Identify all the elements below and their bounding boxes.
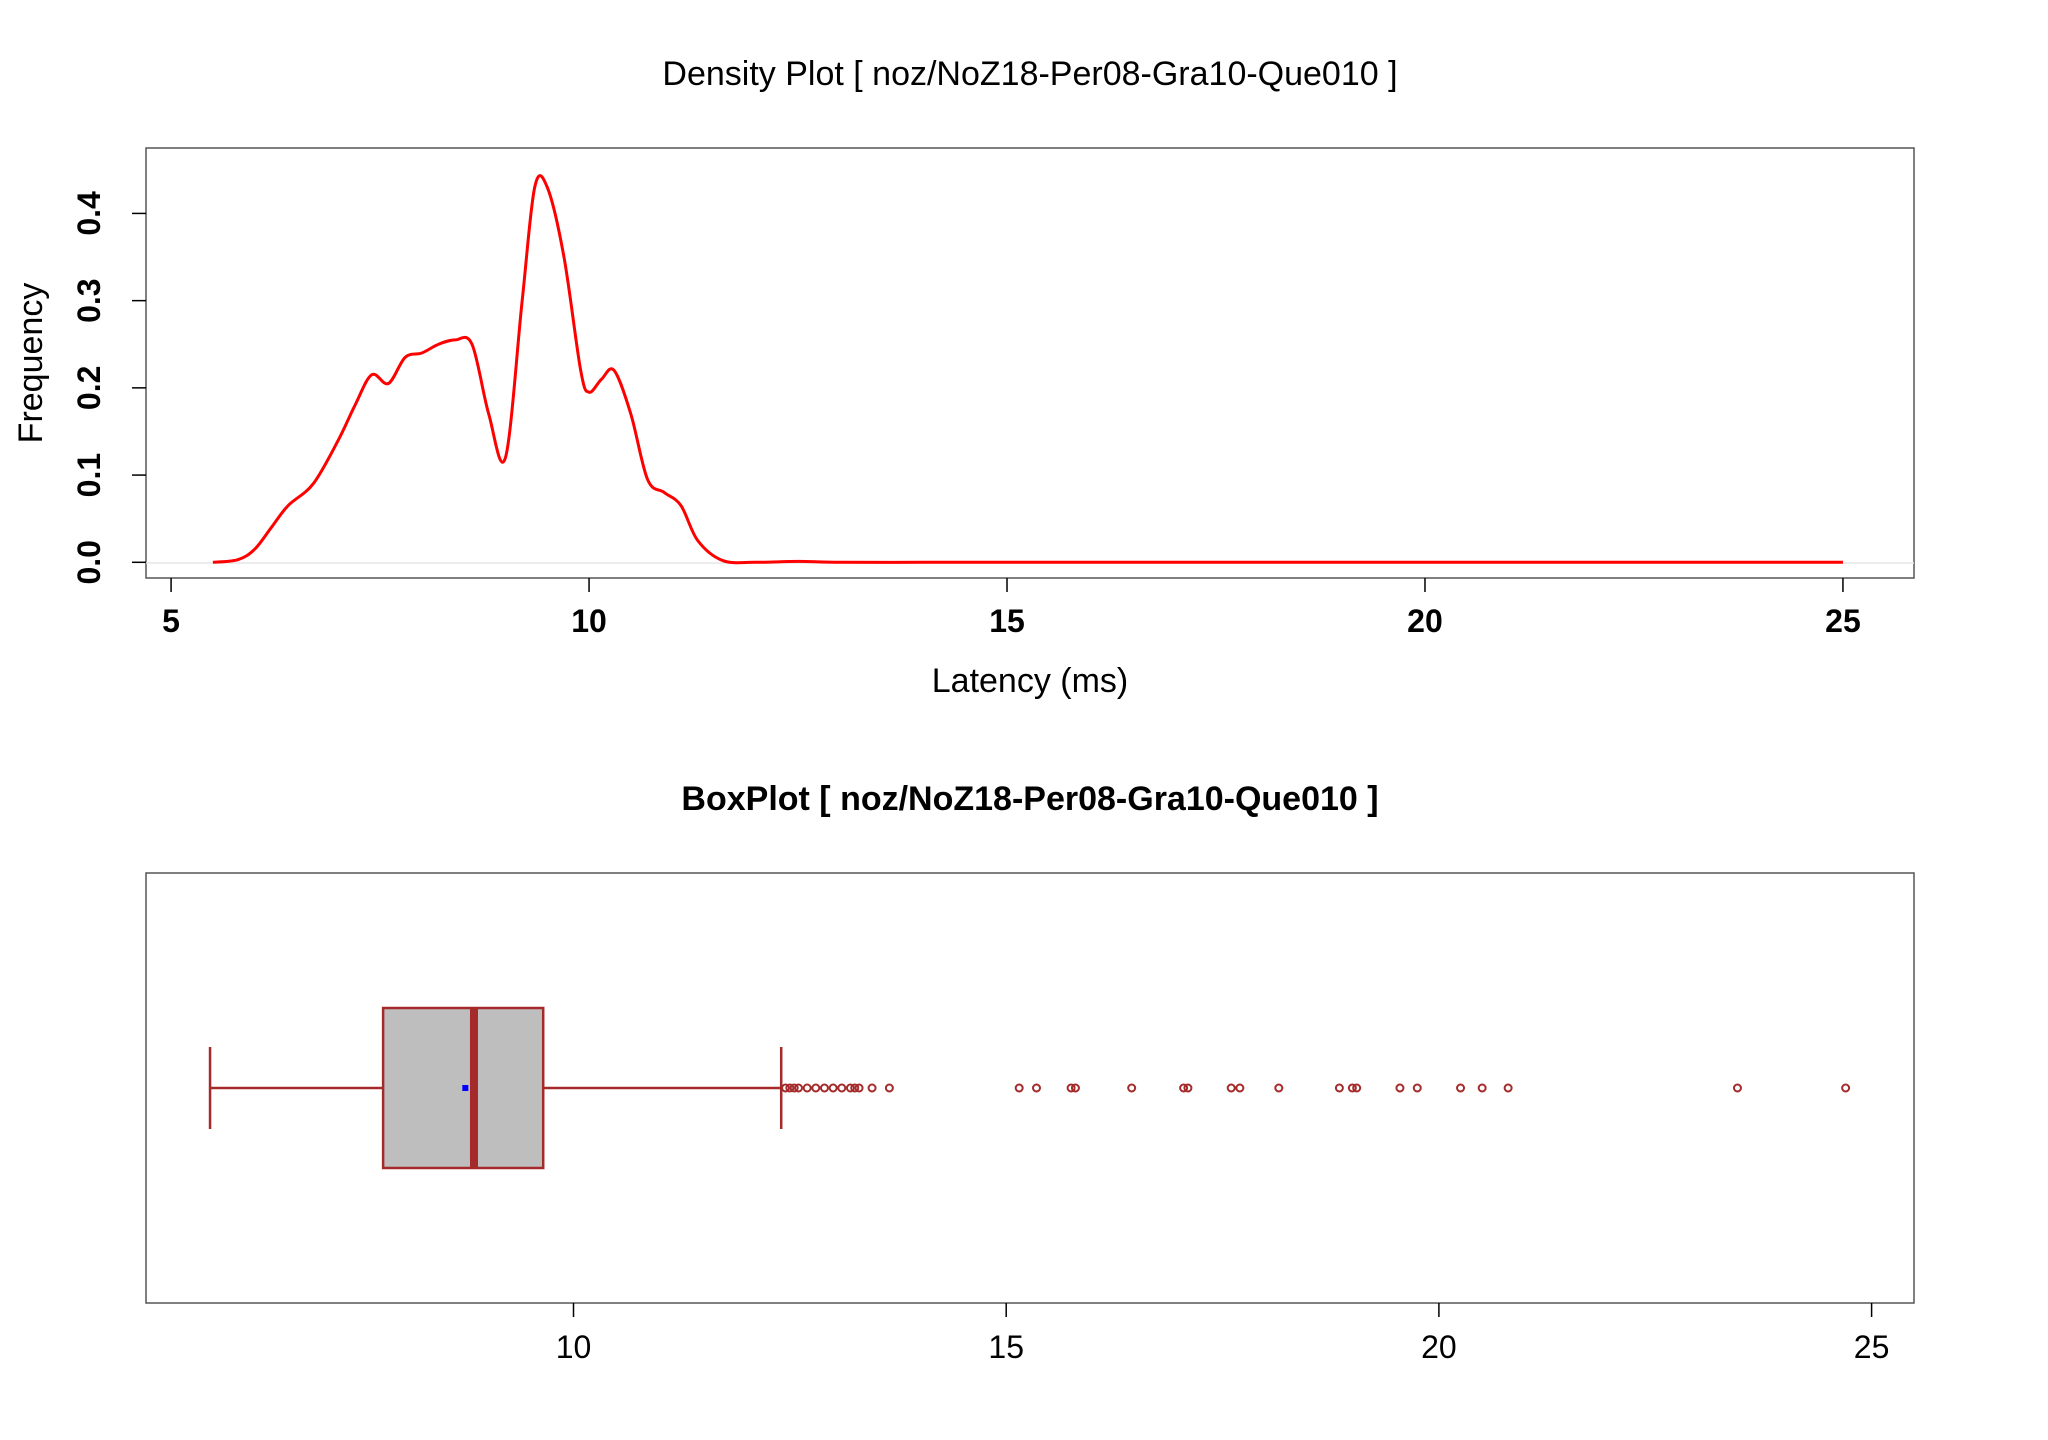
density-y-tick-label: 0.0 [71, 540, 107, 584]
boxplot-title: BoxPlot [ noz/NoZ18-Per08-Gra10-Que010 ] [681, 780, 1378, 818]
boxplot-outlier-point [837, 1083, 847, 1093]
density-x-tick-label: 5 [162, 603, 180, 639]
boxplot-outlier-point [811, 1083, 821, 1093]
density-y-axis-label: Frequency [12, 283, 50, 444]
density-x-tick-label: 25 [1825, 603, 1861, 639]
boxplot-outlier-point [785, 1083, 795, 1093]
boxplot-outlier-point [1183, 1083, 1193, 1093]
density-series-line [212, 174, 1843, 565]
density-x-tick-label: 10 [571, 603, 607, 639]
boxplot-x-axis: 10 15 20 25 [556, 1303, 1890, 1365]
boxplot-outlier-point [884, 1083, 894, 1093]
density-y-axis: 0.0 0.1 0.2 0.3 0.4 [71, 191, 146, 585]
density-x-tick-label: 20 [1407, 603, 1443, 639]
boxplot-x-tick-label: 25 [1854, 1329, 1890, 1365]
boxplot-frame [145, 872, 1915, 1304]
boxplot-outlier-point [845, 1083, 855, 1093]
boxplot-x-tick-label: 15 [988, 1329, 1024, 1365]
boxplot-x-tick-label: 20 [1421, 1329, 1457, 1365]
boxplot-outlier-point [1226, 1083, 1236, 1093]
boxplot-outlier-point [789, 1083, 799, 1093]
density-x-axis-label: Latency (ms) [932, 662, 1129, 700]
boxplot-outlier-point [1014, 1083, 1024, 1093]
density-y-tick-label: 0.3 [71, 278, 107, 322]
boxplot-outlier-point [794, 1083, 804, 1093]
density-plot-frame [145, 147, 1915, 579]
boxplot-outlier-point [1274, 1083, 1284, 1093]
density-title: Density Plot [ noz/NoZ18-Per08-Gra10-Que… [662, 55, 1397, 93]
density-plot: Density Plot [ noz/NoZ18-Per08-Gra10-Que… [12, 55, 1915, 700]
boxplot-mean-marker [462, 1085, 469, 1091]
boxplot-outlier-point [1235, 1083, 1245, 1093]
density-x-axis: 5 10 15 20 25 [162, 578, 1861, 639]
boxplot-outlier-point [1347, 1083, 1357, 1093]
boxplot-outlier-point [1412, 1083, 1422, 1093]
density-y-tick-label: 0.1 [71, 453, 107, 497]
boxplot-outlier-point [819, 1083, 829, 1093]
boxplot-outlier-point [850, 1083, 860, 1093]
boxplot-outlier-point [1031, 1083, 1041, 1093]
density-y-tick-label: 0.4 [71, 191, 107, 236]
boxplot-outlier-point [802, 1083, 812, 1093]
boxplot-outlier-point [1503, 1083, 1513, 1093]
boxplot-outlier-point [781, 1083, 791, 1093]
boxplot-outlier-point [1456, 1083, 1466, 1093]
boxplot-outlier-point [867, 1083, 877, 1093]
boxplot-outlier-point [1841, 1083, 1851, 1093]
boxplot-outlier-point [1395, 1083, 1405, 1093]
density-y-tick-label: 0.2 [71, 366, 107, 410]
boxplot-outlier-point [1732, 1083, 1742, 1093]
density-x-tick-label: 15 [989, 603, 1025, 639]
boxplot-outlier-point [1352, 1083, 1362, 1093]
boxplot-outlier-point [828, 1083, 838, 1093]
boxplot-x-tick-label: 10 [556, 1329, 592, 1365]
boxplot-outlier-point [854, 1083, 864, 1093]
boxplot-outlier-point [1127, 1083, 1137, 1093]
boxplot-outlier-point [1477, 1083, 1487, 1093]
boxplot-outlier-point [1179, 1083, 1189, 1093]
boxplot-outlier-point [1334, 1083, 1344, 1093]
boxplot-outlier-point [1070, 1083, 1080, 1093]
box-plot: BoxPlot [ noz/NoZ18-Per08-Gra10-Que010 ]… [145, 780, 1915, 1365]
boxplot-outlier-point [1066, 1083, 1076, 1093]
boxplot-series [208, 1006, 1851, 1170]
